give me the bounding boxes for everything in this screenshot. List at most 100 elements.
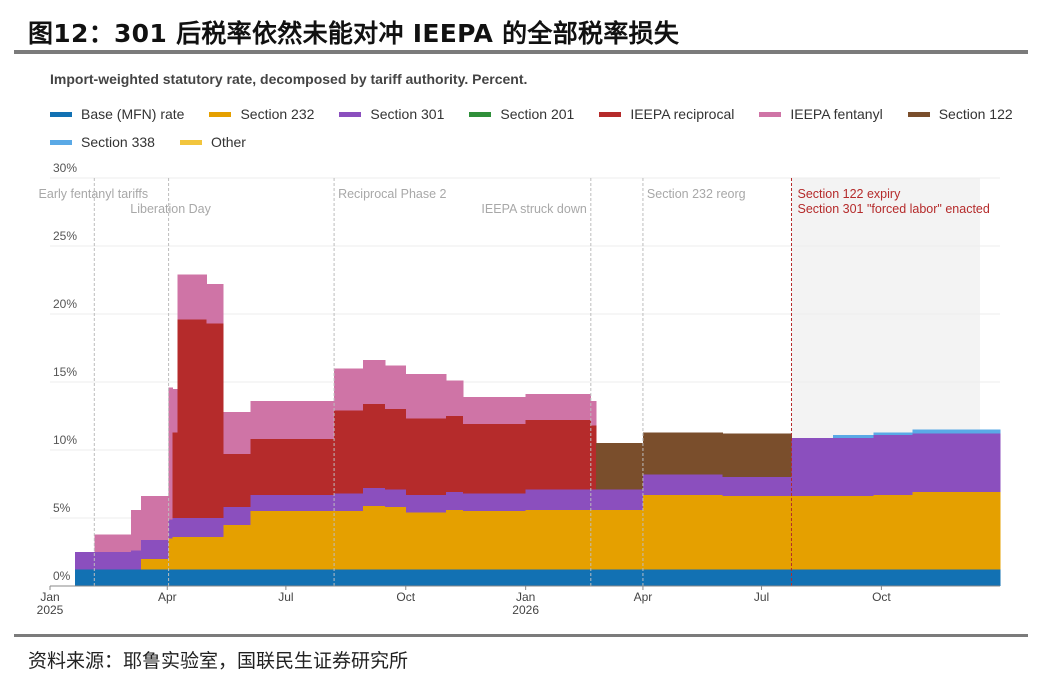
area-segment-ieepa_recip bbox=[362, 403, 386, 489]
event-label: Early fentanyl tariffs bbox=[39, 187, 149, 201]
x-tick-label: Jan bbox=[40, 590, 59, 604]
legend-item-s232: Section 232 bbox=[209, 106, 314, 122]
area-segment-base bbox=[590, 569, 597, 586]
area-segment-s301 bbox=[172, 518, 179, 538]
area-segment-ieepa_fent bbox=[223, 411, 252, 455]
area-segment-s301 bbox=[525, 489, 592, 510]
y-tick-label: 0% bbox=[53, 569, 71, 583]
area-segment-s232 bbox=[384, 507, 407, 570]
x-tick-label: Jul bbox=[278, 590, 293, 604]
area-segment-base bbox=[596, 569, 644, 586]
x-tick-label: Jul bbox=[754, 590, 769, 604]
area-segment-s232 bbox=[250, 511, 335, 570]
legend-swatch-s201 bbox=[469, 111, 492, 117]
area-segment-s338 bbox=[873, 432, 914, 436]
legend-item-ieepa-recip: IEEPA reciprocal bbox=[599, 106, 734, 122]
area-segment-s301 bbox=[206, 518, 224, 538]
area-segment-base bbox=[873, 569, 914, 586]
legend-row-1: Base (MFN) rate Section 232 Section 301 … bbox=[50, 106, 1013, 122]
area-segment-ieepa_recip bbox=[250, 439, 335, 495]
area-segment-ieepa_recip bbox=[172, 432, 179, 518]
area-segment-s301 bbox=[94, 552, 132, 570]
area-segment-s301 bbox=[130, 550, 142, 570]
area-segment-ieepa_recip bbox=[334, 410, 364, 494]
area-segment-s232 bbox=[463, 511, 527, 570]
area-segment-s232 bbox=[873, 494, 914, 570]
area-segment-s301 bbox=[74, 552, 95, 570]
area-segment-ieepa_fent bbox=[525, 394, 592, 421]
area-segment-ieepa_fent bbox=[172, 388, 179, 433]
area-segment-s301 bbox=[596, 489, 644, 510]
area-segment-s232 bbox=[791, 496, 834, 570]
area-segment-s301 bbox=[362, 488, 386, 506]
area-segment-s232 bbox=[833, 496, 874, 570]
legend-label-ieepa-recip: IEEPA reciprocal bbox=[630, 106, 735, 122]
area-segment-base bbox=[74, 569, 95, 586]
area-segment-ieepa_fent bbox=[362, 360, 386, 404]
legend-swatch-base bbox=[50, 111, 72, 117]
area-segment-ieepa_recip bbox=[525, 420, 592, 490]
area-segment-ieepa_fent bbox=[590, 401, 597, 426]
y-axis-ticks: 0% 5% 10% 15% 20% 25% 30% bbox=[53, 161, 77, 583]
area-segment-base bbox=[833, 569, 874, 586]
area-segment-s301 bbox=[873, 435, 914, 495]
area-segment-s232 bbox=[596, 509, 644, 570]
area-segment-ieepa_fent bbox=[94, 534, 132, 552]
legend-swatch-s232 bbox=[209, 111, 232, 117]
area-segment-ieepa_fent bbox=[334, 368, 364, 411]
y-tick-label: 15% bbox=[53, 365, 77, 379]
area-segment-s301 bbox=[177, 518, 207, 538]
area-segment-ieepa_fent bbox=[141, 496, 169, 540]
legend-label-s201: Section 201 bbox=[500, 106, 575, 122]
area-segment-s301 bbox=[405, 494, 447, 513]
event-label: Reciprocal Phase 2 bbox=[338, 187, 446, 201]
event-label: IEEPA struck down bbox=[481, 202, 586, 216]
legend-label-s338: Section 338 bbox=[81, 134, 155, 150]
legend-label-other: Other bbox=[210, 134, 246, 150]
area-segment-s232 bbox=[525, 509, 592, 570]
legend-swatch-ieepa-recip bbox=[599, 111, 622, 117]
x-tick-label: Jan bbox=[516, 590, 535, 604]
area-segment-ieepa_fent bbox=[250, 401, 335, 440]
legend-label-base: Base (MFN) rate bbox=[81, 106, 185, 122]
area-segment-ieepa_recip bbox=[177, 319, 207, 518]
area-segment-ieepa_recip bbox=[384, 409, 407, 490]
area-segment-base bbox=[334, 569, 364, 586]
area-segment-base bbox=[642, 569, 723, 586]
area-segment-base bbox=[384, 569, 407, 586]
footer-divider bbox=[14, 634, 1028, 637]
legend-swatch-s122 bbox=[907, 111, 930, 117]
area-segment-ieepa_fent bbox=[384, 365, 407, 410]
area-segment-base bbox=[791, 569, 834, 586]
area-segment-base bbox=[405, 569, 447, 586]
legend-swatch-ieepa-fent bbox=[759, 111, 782, 117]
area-segment-s301 bbox=[642, 474, 723, 495]
area-segment-ieepa_recip bbox=[590, 425, 597, 490]
area-segment-s232 bbox=[223, 524, 252, 570]
y-tick-label: 20% bbox=[53, 297, 77, 311]
area-segment-base bbox=[362, 569, 386, 586]
legend-label-s301: Section 301 bbox=[370, 106, 445, 122]
area-segment-s301 bbox=[334, 493, 364, 512]
area-segment-s232 bbox=[168, 538, 173, 570]
area-segment-s122 bbox=[596, 443, 644, 490]
stacked-areas bbox=[74, 274, 1001, 586]
area-segment-s301 bbox=[722, 477, 792, 497]
x-tick-label: Apr bbox=[634, 590, 653, 604]
area-segment-base bbox=[446, 569, 464, 586]
area-segment-base bbox=[525, 569, 592, 586]
area-segment-s232 bbox=[405, 512, 447, 570]
area-segment-ieepa_recip bbox=[405, 418, 447, 495]
area-segment-base bbox=[94, 569, 132, 586]
area-segment-s232 bbox=[446, 509, 464, 570]
legend-item-s301: Section 301 bbox=[339, 106, 444, 122]
area-segment-s122 bbox=[722, 433, 792, 478]
area-segment-s232 bbox=[334, 511, 364, 570]
area-segment-s232 bbox=[206, 537, 224, 570]
legend-label-s232: Section 232 bbox=[240, 106, 315, 122]
area-segment-base bbox=[722, 569, 792, 586]
area-segment-s232 bbox=[642, 494, 723, 570]
area-segment-s301 bbox=[384, 489, 407, 508]
x-tick-label: Oct bbox=[872, 590, 891, 604]
